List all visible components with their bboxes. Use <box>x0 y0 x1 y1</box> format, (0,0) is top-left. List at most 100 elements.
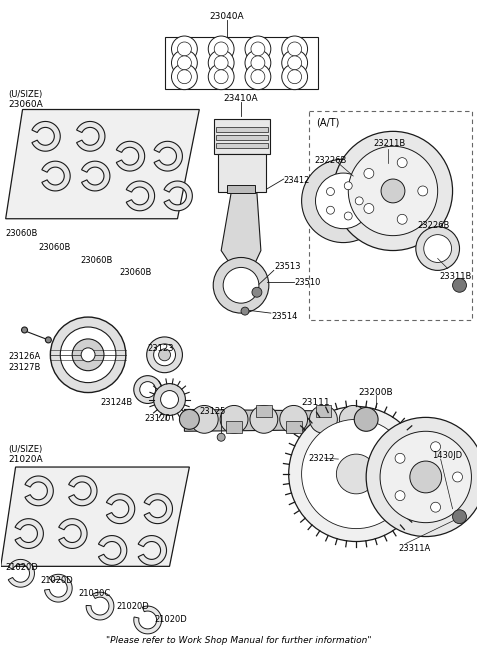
Circle shape <box>171 50 197 76</box>
Polygon shape <box>154 141 182 171</box>
Polygon shape <box>107 494 135 523</box>
Circle shape <box>147 337 182 373</box>
Circle shape <box>191 405 218 433</box>
Text: 23060A: 23060A <box>9 100 43 109</box>
Circle shape <box>431 502 441 512</box>
Circle shape <box>250 405 278 433</box>
Circle shape <box>217 433 225 441</box>
Text: 23513: 23513 <box>275 263 301 271</box>
Text: 23040A: 23040A <box>210 12 244 21</box>
Circle shape <box>178 56 192 70</box>
Circle shape <box>366 417 480 536</box>
Polygon shape <box>184 409 378 431</box>
Text: 23311B: 23311B <box>440 272 472 282</box>
Text: 23200B: 23200B <box>359 388 394 396</box>
Circle shape <box>355 197 363 205</box>
Bar <box>218 154 266 192</box>
Circle shape <box>288 56 301 70</box>
Bar <box>216 143 268 148</box>
Bar <box>165 37 319 88</box>
Text: 23127B: 23127B <box>9 363 41 372</box>
Circle shape <box>140 382 156 398</box>
Circle shape <box>336 454 376 494</box>
Circle shape <box>288 407 424 542</box>
Circle shape <box>288 42 301 56</box>
Text: 23412: 23412 <box>284 176 310 185</box>
Circle shape <box>410 461 442 493</box>
Text: 23060B: 23060B <box>6 229 38 238</box>
Polygon shape <box>25 476 53 506</box>
Text: 23125: 23125 <box>199 407 226 417</box>
Circle shape <box>241 307 249 315</box>
Circle shape <box>245 50 271 76</box>
Bar <box>226 421 242 433</box>
Circle shape <box>154 344 176 365</box>
Circle shape <box>46 337 51 343</box>
Circle shape <box>397 214 407 224</box>
Bar <box>216 136 268 140</box>
Circle shape <box>22 327 27 333</box>
Text: 21020D: 21020D <box>116 602 149 611</box>
Bar <box>227 185 255 193</box>
Text: 23123: 23123 <box>148 344 174 353</box>
Circle shape <box>208 64 234 90</box>
Circle shape <box>416 227 459 271</box>
Polygon shape <box>77 121 105 151</box>
Circle shape <box>344 182 352 190</box>
Polygon shape <box>6 109 199 219</box>
Polygon shape <box>45 574 72 602</box>
Text: 23124B: 23124B <box>100 398 132 407</box>
Circle shape <box>397 158 407 168</box>
Circle shape <box>180 409 199 429</box>
Bar <box>214 119 270 154</box>
Circle shape <box>315 173 371 229</box>
Text: 23311A: 23311A <box>398 544 430 553</box>
Circle shape <box>72 339 104 371</box>
Circle shape <box>158 349 170 361</box>
Text: 23111: 23111 <box>301 398 330 407</box>
Polygon shape <box>116 141 144 171</box>
Circle shape <box>453 510 467 523</box>
Bar <box>256 405 272 417</box>
Polygon shape <box>98 536 127 565</box>
Bar <box>286 421 301 433</box>
Circle shape <box>251 56 265 70</box>
Circle shape <box>282 64 308 90</box>
Bar <box>315 405 331 417</box>
Text: 21020D: 21020D <box>6 563 38 572</box>
Text: (U/SIZE): (U/SIZE) <box>9 90 43 99</box>
Circle shape <box>220 405 248 433</box>
Circle shape <box>395 491 405 500</box>
Circle shape <box>348 146 438 236</box>
Text: 23060B: 23060B <box>80 257 112 265</box>
Text: (U/SIZE): (U/SIZE) <box>9 445 43 454</box>
Text: 21020A: 21020A <box>9 455 43 464</box>
Circle shape <box>344 212 352 220</box>
Circle shape <box>339 405 367 433</box>
Text: 23120: 23120 <box>144 415 171 423</box>
Text: "Please refer to Work Shop Manual for further information": "Please refer to Work Shop Manual for fu… <box>106 636 372 645</box>
Polygon shape <box>59 519 87 548</box>
Circle shape <box>251 70 265 84</box>
Circle shape <box>214 70 228 84</box>
Circle shape <box>364 168 374 178</box>
Circle shape <box>251 42 265 56</box>
Text: 23226B: 23226B <box>314 156 347 165</box>
Polygon shape <box>69 476 97 506</box>
Circle shape <box>50 317 126 392</box>
Polygon shape <box>126 181 155 211</box>
Polygon shape <box>42 161 70 191</box>
Circle shape <box>431 441 441 452</box>
Circle shape <box>453 472 463 482</box>
Circle shape <box>326 187 335 195</box>
Circle shape <box>301 159 385 242</box>
Circle shape <box>310 405 337 433</box>
Circle shape <box>354 407 378 431</box>
Circle shape <box>81 348 95 362</box>
Text: 23410A: 23410A <box>224 94 258 103</box>
Circle shape <box>154 384 185 415</box>
Text: 21020D: 21020D <box>40 576 73 586</box>
Circle shape <box>380 431 471 523</box>
Circle shape <box>288 70 301 84</box>
Text: 23126A: 23126A <box>9 352 41 361</box>
